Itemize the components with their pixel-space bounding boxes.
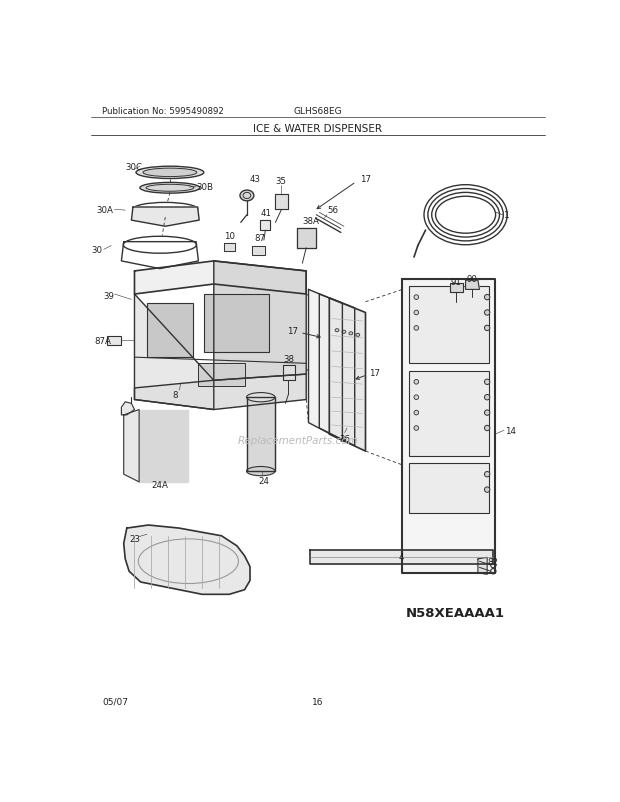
Bar — [147, 304, 193, 358]
Text: ReplacementParts.com: ReplacementParts.com — [238, 435, 359, 446]
Text: 87A: 87A — [94, 336, 112, 346]
Text: 91: 91 — [451, 277, 462, 287]
Circle shape — [414, 411, 418, 415]
Text: 36: 36 — [339, 434, 350, 443]
Bar — [409, 287, 489, 364]
Bar — [198, 364, 245, 387]
Polygon shape — [466, 281, 479, 290]
Polygon shape — [124, 525, 250, 594]
Polygon shape — [135, 294, 214, 410]
Ellipse shape — [132, 420, 188, 468]
Circle shape — [484, 379, 490, 385]
Text: 24: 24 — [259, 476, 269, 485]
Polygon shape — [135, 261, 306, 294]
Polygon shape — [139, 410, 188, 482]
Text: 30B: 30B — [196, 183, 213, 192]
Polygon shape — [283, 366, 294, 381]
Text: 43: 43 — [249, 175, 260, 184]
Text: 30A: 30A — [97, 205, 113, 215]
Text: ICE & WATER DISPENSER: ICE & WATER DISPENSER — [253, 124, 383, 134]
Circle shape — [484, 426, 490, 431]
Circle shape — [414, 426, 418, 431]
Text: 17: 17 — [288, 326, 298, 335]
Text: Publication No: 5995490892: Publication No: 5995490892 — [102, 107, 224, 116]
Text: 39: 39 — [104, 292, 115, 301]
Text: 16: 16 — [312, 697, 324, 706]
Text: 17: 17 — [360, 175, 371, 184]
Circle shape — [414, 380, 418, 385]
Polygon shape — [247, 398, 275, 472]
Polygon shape — [310, 550, 494, 564]
Ellipse shape — [148, 434, 172, 454]
Ellipse shape — [143, 169, 197, 177]
Text: 17: 17 — [368, 369, 379, 378]
Circle shape — [414, 395, 418, 400]
Ellipse shape — [247, 467, 275, 476]
Ellipse shape — [240, 191, 254, 201]
Text: 30: 30 — [91, 245, 102, 254]
Text: GLHS68EG: GLHS68EG — [293, 107, 342, 116]
Bar — [107, 336, 121, 346]
Polygon shape — [402, 279, 495, 573]
Polygon shape — [124, 410, 139, 482]
Ellipse shape — [136, 167, 204, 180]
Circle shape — [484, 295, 490, 301]
Ellipse shape — [155, 440, 164, 448]
Polygon shape — [450, 284, 463, 293]
Polygon shape — [224, 244, 234, 252]
Text: 87: 87 — [254, 234, 265, 243]
Circle shape — [484, 411, 490, 415]
Polygon shape — [252, 246, 265, 255]
Polygon shape — [329, 298, 366, 452]
Text: 35: 35 — [275, 176, 286, 185]
Circle shape — [484, 488, 490, 492]
Text: 90: 90 — [466, 275, 477, 284]
Ellipse shape — [139, 426, 181, 461]
Bar — [204, 294, 269, 352]
Text: 1: 1 — [504, 211, 510, 220]
Polygon shape — [297, 229, 316, 249]
Text: 10: 10 — [224, 232, 235, 241]
Text: 30C: 30C — [125, 163, 142, 172]
Text: 8: 8 — [172, 390, 178, 399]
Circle shape — [484, 472, 490, 477]
Text: 38A: 38A — [303, 217, 319, 225]
Polygon shape — [135, 375, 306, 410]
Text: 56: 56 — [327, 205, 338, 215]
Text: 24A: 24A — [151, 480, 169, 489]
Circle shape — [484, 326, 490, 331]
Circle shape — [484, 310, 490, 316]
Ellipse shape — [247, 393, 275, 403]
Circle shape — [484, 395, 490, 400]
Ellipse shape — [342, 330, 346, 334]
Bar — [409, 371, 489, 456]
Polygon shape — [260, 221, 270, 231]
Polygon shape — [275, 195, 288, 210]
Bar — [409, 464, 489, 514]
Ellipse shape — [356, 334, 360, 337]
Polygon shape — [478, 557, 487, 574]
Circle shape — [414, 326, 418, 330]
Circle shape — [414, 295, 418, 300]
Text: 4: 4 — [398, 553, 404, 561]
Text: 41: 41 — [260, 209, 272, 217]
Polygon shape — [131, 208, 199, 227]
Polygon shape — [122, 403, 135, 415]
Ellipse shape — [335, 330, 339, 332]
Ellipse shape — [349, 332, 353, 335]
Text: 38: 38 — [283, 354, 294, 364]
Text: 14: 14 — [505, 427, 516, 435]
Polygon shape — [319, 294, 355, 446]
Text: 23: 23 — [129, 534, 140, 543]
Polygon shape — [214, 261, 306, 381]
Ellipse shape — [140, 183, 200, 194]
Circle shape — [414, 311, 418, 315]
Text: N58XEAAAA1: N58XEAAAA1 — [405, 606, 504, 619]
Text: 05/07: 05/07 — [102, 697, 128, 706]
Polygon shape — [309, 290, 342, 441]
Text: 82: 82 — [488, 557, 499, 566]
